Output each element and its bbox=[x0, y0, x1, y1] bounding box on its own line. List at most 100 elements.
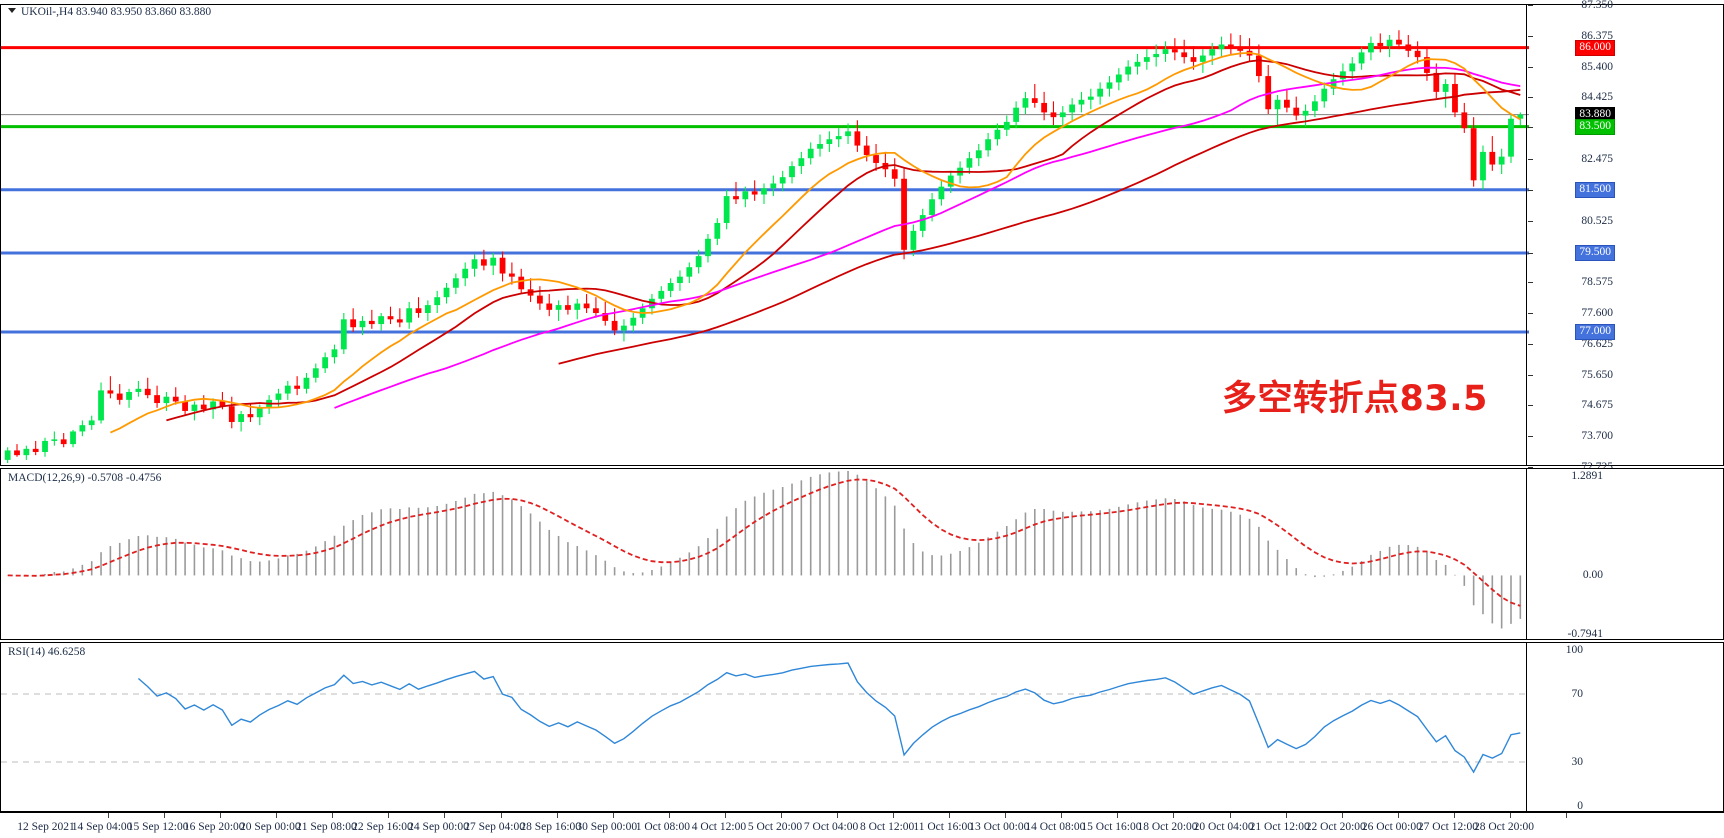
candle-body bbox=[1115, 74, 1122, 83]
price-tick: 82.475 bbox=[1581, 153, 1613, 165]
macd-scale-divider bbox=[1526, 469, 1527, 639]
candle-body bbox=[602, 313, 609, 321]
candle-body bbox=[1358, 52, 1365, 64]
price-tick: 77.600 bbox=[1581, 307, 1613, 319]
candle-body bbox=[1405, 44, 1412, 51]
candle-body bbox=[611, 320, 618, 331]
candle-body bbox=[835, 136, 842, 140]
candle-body bbox=[1227, 44, 1234, 48]
candle-body bbox=[1209, 49, 1216, 56]
macd-tick: -0.7941 bbox=[1567, 628, 1603, 640]
candle-body bbox=[32, 448, 39, 452]
candle-body bbox=[471, 259, 478, 269]
candle-body bbox=[88, 420, 95, 426]
time-tick-mark bbox=[1453, 813, 1455, 818]
candle-body bbox=[742, 191, 749, 200]
time-tick-label: 4 Oct 12:00 bbox=[691, 821, 747, 833]
rsi-scale[interactable]: 100 70 30 0 bbox=[1, 643, 1723, 812]
candle-body bbox=[490, 257, 497, 266]
candle-body bbox=[98, 390, 104, 421]
candle-body bbox=[191, 404, 198, 411]
price-tick-mark bbox=[1528, 66, 1533, 68]
candle-body bbox=[901, 178, 907, 250]
price-tick-mark bbox=[1528, 252, 1533, 254]
candle-body bbox=[1377, 42, 1384, 47]
rsi-chart-svg bbox=[1, 662, 1529, 774]
time-tick-mark bbox=[1397, 813, 1399, 818]
price-tick: 85.400 bbox=[1581, 60, 1613, 73]
candle-body bbox=[1368, 42, 1374, 53]
candle-body bbox=[424, 305, 431, 313]
candle-body bbox=[1069, 104, 1076, 113]
rsi-panel[interactable]: 100 70 30 0 bbox=[0, 642, 1724, 812]
time-tick-label: 1 Oct 08:00 bbox=[635, 821, 690, 833]
rsi-plot-area[interactable] bbox=[1, 643, 1723, 811]
price-plot-area[interactable] bbox=[1, 5, 1723, 465]
macd-histogram bbox=[16, 470, 1522, 629]
price-scale[interactable]: 87.350 86.375 85.400 84.425 83.500 82.475 81.5… bbox=[1, 0, 1723, 473]
candle-body bbox=[1078, 99, 1085, 105]
candle-body bbox=[51, 439, 58, 441]
candle-body bbox=[210, 401, 216, 410]
candle-body bbox=[574, 303, 581, 310]
time-tick-label: 20 Sep 00:00 bbox=[239, 821, 301, 833]
candle-body bbox=[331, 349, 338, 358]
candle-body bbox=[322, 357, 329, 369]
candle-body bbox=[863, 145, 870, 156]
candle-body bbox=[1517, 114, 1524, 119]
candle-body bbox=[70, 431, 76, 445]
candle-body bbox=[621, 325, 627, 331]
rsi-tick: 70 bbox=[1571, 688, 1584, 700]
level-chip-86000[interactable]: 86.000 bbox=[1575, 39, 1615, 56]
price-tick-mark bbox=[1528, 189, 1533, 191]
rsi-tick: 30 bbox=[1571, 756, 1584, 768]
macd-panel[interactable]: 1.2891 0.00 -0.7941 bbox=[0, 468, 1724, 640]
candle-body bbox=[107, 390, 114, 394]
candle-body bbox=[1274, 99, 1281, 110]
candle-body bbox=[200, 404, 207, 410]
time-tick-label: 22 Oct 20:00 bbox=[1305, 821, 1366, 833]
candle-body bbox=[1433, 72, 1440, 92]
candle-body bbox=[658, 290, 665, 299]
time-tick-label: 15 Sep 12:00 bbox=[127, 821, 189, 833]
macd-scale[interactable]: 1.2891 0.00 -0.7941 bbox=[1, 469, 1723, 640]
candle-body bbox=[303, 377, 310, 389]
candle-body bbox=[1386, 39, 1393, 47]
price-panel[interactable]: 87.350 86.375 85.400 84.425 83.500 82.475 81.5… bbox=[0, 0, 1724, 473]
candle-body bbox=[238, 414, 244, 422]
candle-body bbox=[406, 308, 413, 323]
level-chip-81500[interactable]: 81.500 bbox=[1575, 181, 1615, 198]
time-tick-mark bbox=[1341, 813, 1343, 818]
candle-body bbox=[910, 230, 917, 250]
chevron-down-icon[interactable] bbox=[8, 8, 16, 13]
price-scale-divider bbox=[1526, 5, 1527, 465]
time-tick-mark bbox=[108, 813, 109, 818]
price-tick-mark bbox=[1528, 126, 1533, 128]
candle-body bbox=[368, 320, 375, 325]
time-tick-mark bbox=[1566, 813, 1567, 818]
level-chip-79500[interactable]: 79.500 bbox=[1575, 244, 1615, 261]
candle-body bbox=[985, 139, 991, 151]
time-tick-mark bbox=[276, 813, 278, 818]
level-chip-83500[interactable]: 83.500 bbox=[1575, 118, 1615, 135]
time-tick-label: 26 Oct 00:00 bbox=[1361, 821, 1422, 833]
candle-body bbox=[1321, 88, 1328, 102]
price-chart-svg bbox=[1, 30, 1529, 464]
candle-body bbox=[350, 319, 357, 328]
time-tick-mark bbox=[1005, 813, 1007, 818]
time-tick-label: 11 Oct 16:00 bbox=[913, 821, 974, 833]
time-tick-mark bbox=[612, 813, 614, 818]
macd-plot-area[interactable] bbox=[1, 469, 1723, 639]
time-tick-mark bbox=[1061, 813, 1063, 818]
candle-body bbox=[182, 401, 188, 411]
candle-body bbox=[1498, 156, 1505, 165]
level-chip-77000[interactable]: 77.000 bbox=[1575, 323, 1615, 340]
time-tick-label: 24 Sep 00:00 bbox=[408, 821, 469, 833]
candle-body bbox=[462, 268, 469, 279]
candle-body bbox=[452, 278, 459, 288]
pivot-annotation: 多空转折点83.5 bbox=[1222, 379, 1488, 419]
candle-body bbox=[845, 131, 851, 137]
time-axis[interactable]: 12 Sep 2021 14 Sep 04:00 15 Sep 12:00 16 Se… bbox=[0, 812, 1724, 838]
candle-body bbox=[1340, 71, 1346, 80]
